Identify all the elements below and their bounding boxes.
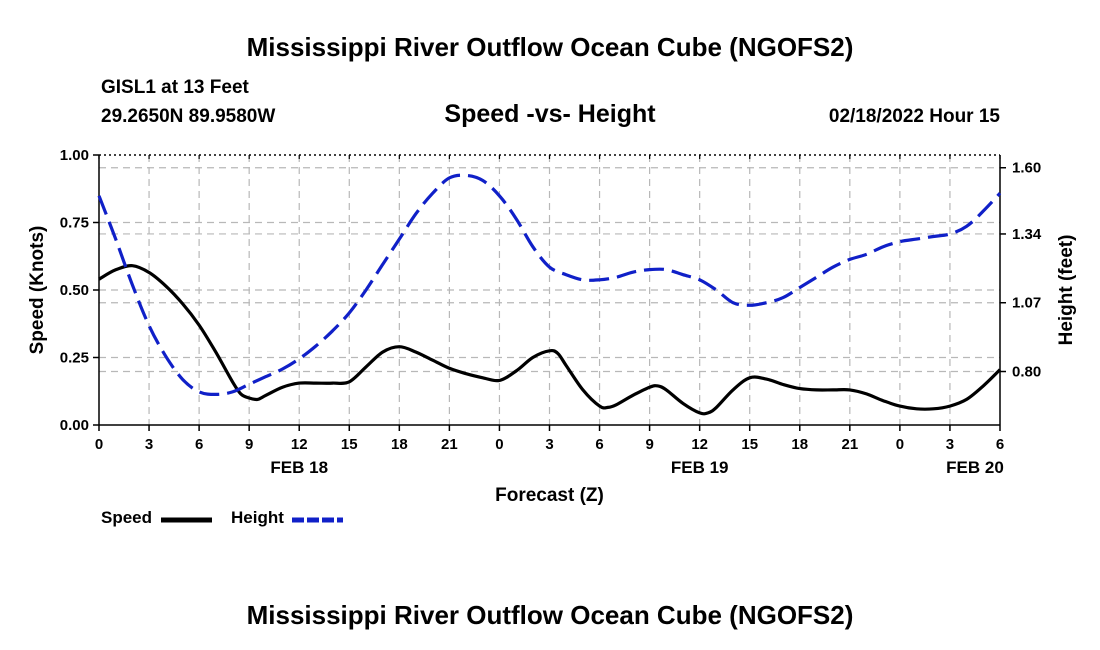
x-tick-label: 3 [946,436,954,453]
x-tick-label: 6 [996,436,1004,453]
series-line-speed [98,264,1002,416]
y-tick-label-left: 1.00 [60,147,89,164]
x-tick-label: 0 [495,436,503,453]
x-tick-label: 18 [391,436,408,453]
chart-subtitle: Speed -vs- Height [444,100,656,128]
x-tick-label: 12 [291,436,308,453]
x-tick-label: 15 [341,436,358,453]
x-tick-label: 21 [441,436,458,453]
x-axis-title: Forecast (Z) [495,485,604,506]
x-tick-label: 18 [791,436,808,453]
x-tick-label: 9 [245,436,253,453]
forecast-datetime: 02/18/2022 Hour 15 [828,106,1000,127]
y-axis-title-right: Height (feet) [1056,235,1077,346]
y-tick-label-right: 0.80 [1012,364,1041,381]
x-tick-label: 15 [741,436,758,453]
station-coordinates: 29.2650N 89.9580W [101,106,276,127]
x-tick-label: 0 [95,436,103,453]
x-tick-label: 6 [195,436,203,453]
x-tick-label: 3 [145,436,153,453]
station-label: GISL1 at 13 Feet [101,77,249,98]
y-tick-label-left: 0.00 [60,417,89,434]
y-axis-title-left: Speed (Knots) [27,226,48,355]
y-tick-label-right: 1.34 [1012,226,1042,243]
x-tick-label: 21 [841,436,858,453]
y-tick-label-left: 0.25 [60,350,89,367]
x-tick-label: 9 [645,436,653,453]
x-date-label: FEB 18 [270,458,328,477]
y-tick-label-left: 0.75 [60,215,89,232]
page-title-bottom: Mississippi River Outflow Ocean Cube (NG… [246,600,854,630]
x-tick-label: 12 [691,436,708,453]
x-tick-label: 6 [595,436,603,453]
x-tick-label: 3 [545,436,553,453]
legend-speed-label: Speed [101,508,153,527]
y-tick-label-right: 1.60 [1012,160,1041,177]
y-tick-label-left: 0.50 [60,282,89,299]
x-date-label: FEB 19 [671,458,729,477]
page-title-top: Mississippi River Outflow Ocean Cube (NG… [246,32,854,62]
y-tick-label-right: 1.07 [1012,295,1041,312]
x-tick-label: 0 [896,436,904,453]
x-date-label: FEB 20 [946,458,1004,477]
legend-height-label: Height [231,508,284,527]
series-line-height [97,173,1002,396]
